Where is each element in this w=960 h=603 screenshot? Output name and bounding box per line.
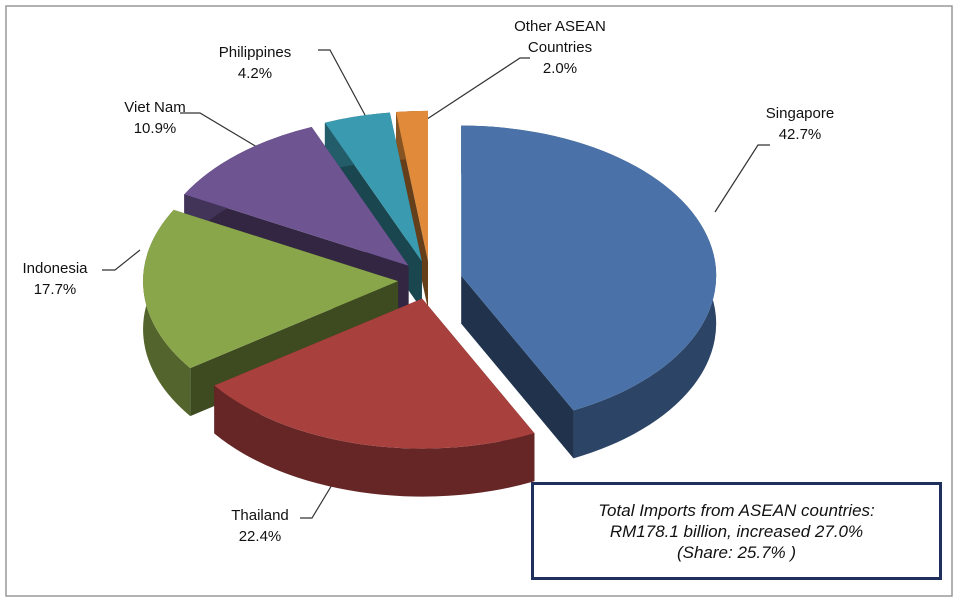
annotation-box: Total Imports from ASEAN countries: RM17…: [531, 482, 942, 580]
annotation: Total Imports from ASEAN countries:: [598, 500, 875, 520]
leader-line: [180, 112, 263, 151]
value-label: 22.4%: [238, 528, 282, 545]
leader-line: [417, 57, 530, 126]
value-label: 10.9%: [133, 120, 177, 137]
value-label: 2.0%: [542, 60, 578, 77]
slice: [324, 112, 422, 262]
slice: [461, 125, 717, 411]
annotation: RM178.1 billion, increased 27.0%: [609, 521, 864, 541]
annotation: (Share: 25.7% ): [676, 542, 797, 562]
slice: [395, 110, 428, 261]
pie: [143, 110, 717, 497]
data-label: Thailand 22.4%: [205, 505, 315, 547]
category-label: Other ASEAN Countries: [514, 18, 606, 56]
leader-line: [714, 144, 770, 213]
category-label: Indonesia: [22, 260, 88, 277]
data-label: Viet Nam 10.9%: [100, 97, 210, 139]
category-label: Viet Nam: [124, 99, 186, 116]
category-label: Singapore: [765, 105, 835, 122]
category-label: Thailand: [231, 507, 289, 524]
value-label: 17.7%: [33, 281, 77, 298]
data-label: Singapore 42.7%: [745, 103, 855, 145]
data-label: Philippines 4.2%: [200, 42, 310, 84]
slice-wall: [214, 385, 535, 497]
category-label: Philippines: [218, 44, 292, 61]
slice: [143, 209, 399, 369]
slice-side: [461, 275, 574, 459]
data-label: Other ASEAN Countries 2.0%: [505, 16, 615, 79]
leader-line: [318, 49, 373, 129]
data-label: Indonesia 17.7%: [0, 258, 110, 300]
slice: [214, 298, 535, 449]
value-label: 4.2%: [237, 65, 273, 82]
frame: [5, 5, 953, 597]
leader-line: [102, 249, 141, 271]
value-label: 42.7%: [778, 126, 822, 143]
slice: [184, 126, 409, 266]
